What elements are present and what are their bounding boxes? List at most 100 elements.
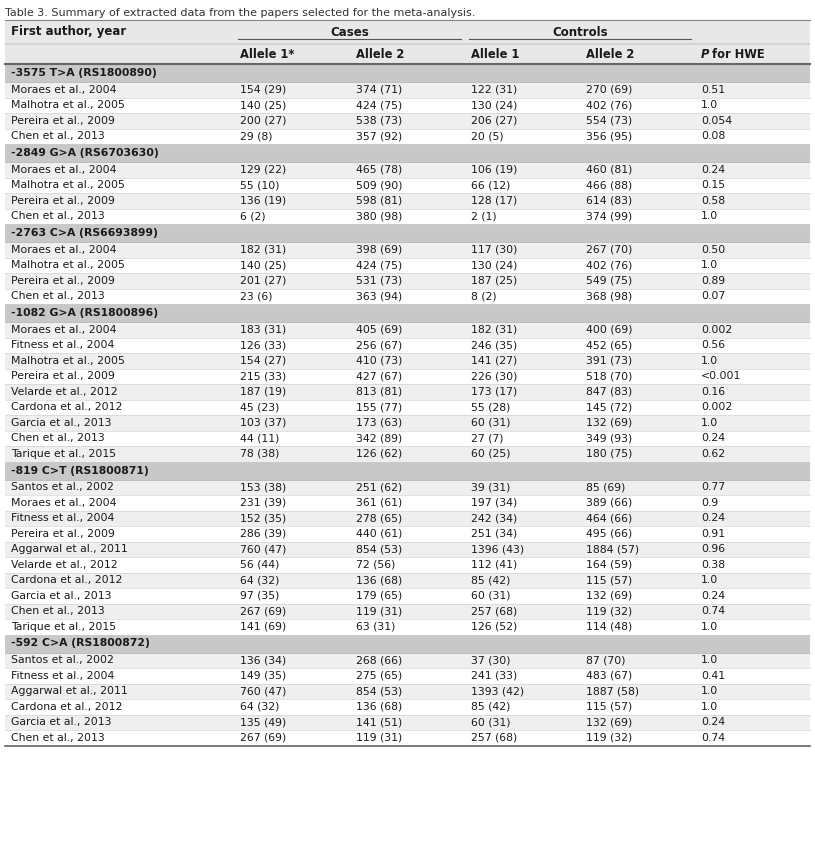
Text: 854 (53): 854 (53) [355,544,402,554]
Bar [5,415,810,431]
Text: 257 (68): 257 (68) [470,607,517,616]
Text: 509 (90): 509 (90) [355,180,402,190]
Bar [5,495,810,511]
Text: Cases: Cases [330,26,369,39]
Text: Garcia et al., 2013: Garcia et al., 2013 [11,717,112,728]
Text: Velarde et al., 2012: Velarde et al., 2012 [11,559,117,570]
Text: 554 (73): 554 (73) [586,116,632,126]
Text: 0.15: 0.15 [701,180,725,190]
Text: 0.58: 0.58 [701,196,725,206]
Text: 87 (70): 87 (70) [586,656,625,665]
Text: 1.0: 1.0 [701,702,718,712]
Text: Cardona et al., 2012: Cardona et al., 2012 [11,402,122,412]
Text: Moraes et al., 2004: Moraes et al., 2004 [11,245,117,255]
Text: 85 (42): 85 (42) [470,702,510,712]
Text: 1.0: 1.0 [701,260,718,270]
Text: 251 (62): 251 (62) [355,482,402,492]
Text: 20 (5): 20 (5) [470,131,504,142]
Text: Pereira et al., 2009: Pereira et al., 2009 [11,275,115,286]
Text: Garcia et al., 2013: Garcia et al., 2013 [11,418,112,428]
Text: 1.0: 1.0 [701,418,718,428]
Text: 55 (10): 55 (10) [240,180,280,190]
Text: 2 (1): 2 (1) [470,211,496,221]
Bar [5,288,810,304]
Text: P: P [701,47,709,61]
Text: 0.24: 0.24 [701,433,725,444]
Text: -2763 C>A (RS6693899): -2763 C>A (RS6693899) [11,228,158,238]
Text: 464 (66): 464 (66) [586,513,632,523]
Text: 226 (30): 226 (30) [470,372,517,381]
Text: 246 (35): 246 (35) [470,341,517,350]
Text: 374 (71): 374 (71) [355,85,402,94]
Text: 0.16: 0.16 [701,387,725,396]
Bar [5,178,810,193]
Text: 152 (35): 152 (35) [240,513,287,523]
Text: Garcia et al., 2013: Garcia et al., 2013 [11,591,112,601]
Text: 466 (88): 466 (88) [586,180,632,190]
Text: 136 (68): 136 (68) [355,702,402,712]
Text: 126 (33): 126 (33) [240,341,287,350]
Text: 130 (24): 130 (24) [470,260,517,270]
Bar [5,20,810,44]
Text: 103 (37): 103 (37) [240,418,287,428]
Text: 0.50: 0.50 [701,245,725,255]
Text: 440 (61): 440 (61) [355,529,402,539]
Bar [5,44,810,64]
Bar [5,699,810,715]
Text: 465 (78): 465 (78) [355,165,402,175]
Text: 182 (31): 182 (31) [240,245,287,255]
Text: 361 (61): 361 (61) [355,498,402,508]
Text: 126 (52): 126 (52) [470,622,517,631]
Text: 405 (69): 405 (69) [355,324,402,335]
Text: 72 (56): 72 (56) [355,559,395,570]
Text: Chen et al., 2013: Chen et al., 2013 [11,211,105,221]
Text: Chen et al., 2013: Chen et al., 2013 [11,131,105,142]
Text: 29 (8): 29 (8) [240,131,273,142]
Bar [5,193,810,208]
Text: Malhotra et al., 2005: Malhotra et al., 2005 [11,100,125,110]
Text: 63 (31): 63 (31) [355,622,395,631]
Text: 0.41: 0.41 [701,671,725,680]
Text: 452 (65): 452 (65) [586,341,632,350]
Text: 140 (25): 140 (25) [240,100,287,110]
Text: 847 (83): 847 (83) [586,387,632,396]
Text: 136 (68): 136 (68) [355,575,402,585]
Text: 356 (95): 356 (95) [586,131,632,142]
Text: 0.07: 0.07 [701,291,725,301]
Text: Fitness et al., 2004: Fitness et al., 2004 [11,671,114,680]
Text: 112 (41): 112 (41) [470,559,517,570]
Text: 141 (51): 141 (51) [355,717,402,728]
Text: 538 (73): 538 (73) [355,116,402,126]
Text: 200 (27): 200 (27) [240,116,287,126]
Bar [5,82,810,98]
Text: 0.56: 0.56 [701,341,725,350]
Text: Fitness et al., 2004: Fitness et al., 2004 [11,513,114,523]
Text: 45 (23): 45 (23) [240,402,280,412]
Text: 85 (69): 85 (69) [586,482,625,492]
Text: 0.24: 0.24 [701,591,725,601]
Text: 518 (70): 518 (70) [586,372,632,381]
Text: 460 (81): 460 (81) [586,165,632,175]
Text: Santos et al., 2002: Santos et al., 2002 [11,482,114,492]
Bar [5,572,810,588]
Text: 278 (65): 278 (65) [355,513,402,523]
Text: 267 (69): 267 (69) [240,607,287,616]
Text: 114 (48): 114 (48) [586,622,632,631]
Text: 268 (66): 268 (66) [355,656,402,665]
Bar [5,619,810,635]
Text: 275 (65): 275 (65) [355,671,402,680]
Text: 267 (69): 267 (69) [240,733,287,743]
Text: 60 (31): 60 (31) [470,418,510,428]
Text: 115 (57): 115 (57) [586,702,632,712]
Text: 60 (25): 60 (25) [470,449,510,459]
Text: 27 (7): 27 (7) [470,433,503,444]
Text: 0.62: 0.62 [701,449,725,459]
Text: 380 (98): 380 (98) [355,211,402,221]
Text: 97 (35): 97 (35) [240,591,280,601]
Text: 1393 (42): 1393 (42) [470,686,524,696]
Text: Tarique et al., 2015: Tarique et al., 2015 [11,449,116,459]
Bar [5,368,810,384]
Text: 256 (67): 256 (67) [355,341,402,350]
Text: Moraes et al., 2004: Moraes et al., 2004 [11,324,117,335]
Bar [5,588,810,603]
